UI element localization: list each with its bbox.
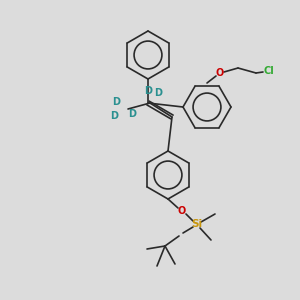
Text: D: D [110,111,118,121]
Text: D: D [128,109,136,119]
Text: D: D [144,86,152,96]
Text: D: D [112,97,120,107]
Text: O: O [216,68,224,78]
Text: Cl: Cl [264,66,275,76]
Text: Si: Si [191,219,203,229]
Text: D: D [154,88,162,98]
Text: O: O [178,206,186,216]
